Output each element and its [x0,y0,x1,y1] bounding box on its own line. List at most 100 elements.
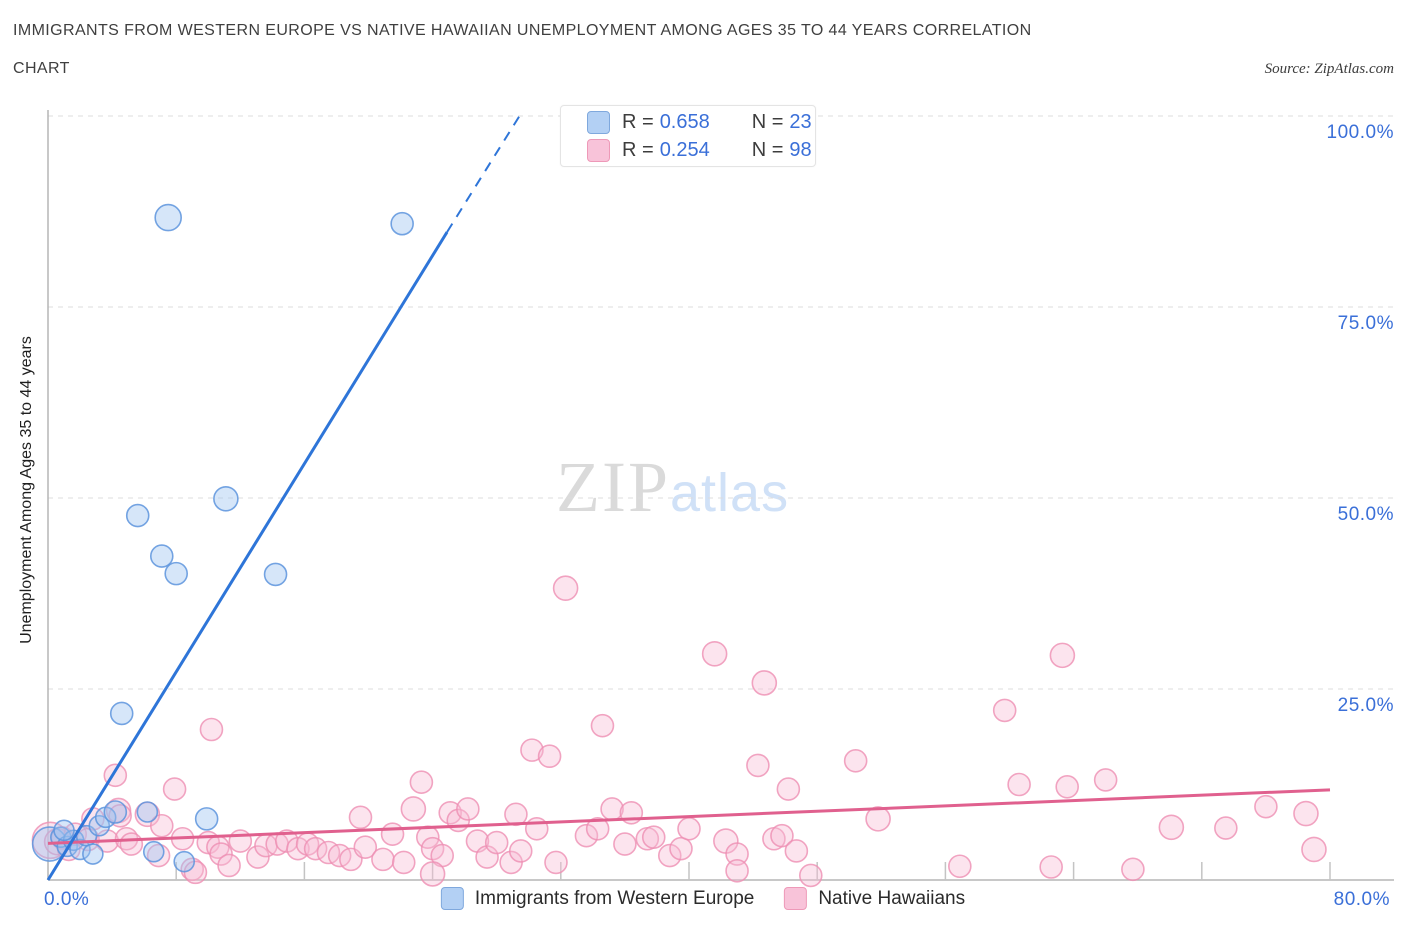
legend-swatch-blue [440,887,464,910]
scatter-point-native-hawaiians [544,850,568,875]
y-tick-label-50: 50.0% [1337,504,1394,525]
scatter-point-native-hawaiians [199,717,224,742]
scatter-point-native-hawaiians [371,847,395,872]
scatter-point-native-hawaiians [391,850,416,875]
scatter-point-native-hawaiians [585,817,610,841]
scatter-point-native-hawaiians [948,854,972,879]
scatter-point-native-hawaiians [537,744,562,769]
scatter-point-immigrants-western-europe [103,800,128,824]
trendline-immigrants-solid [46,231,449,881]
scatter-point-native-hawaiians [574,823,599,848]
scatter-point-native-hawaiians [669,836,693,861]
scatter-point-native-hawaiians [119,832,144,856]
blue-series-swatch [587,110,610,134]
scatter-point-native-hawaiians [613,832,637,856]
legend-item-native-hawaiians: Native Hawaiians [784,887,965,910]
stats-row-immigrants: R = 0.658 N = 23 [561,109,815,135]
scatter-point-native-hawaiians [1301,836,1327,863]
trendline-immigrants-dashed-extension [446,110,524,233]
scatter-point-native-hawaiians [520,738,544,762]
scatter-point-native-hawaiians [552,575,579,601]
stats-row-native-hawaiians: R = 0.254 N = 98 [561,137,815,163]
scatter-point-native-hawaiians [641,825,666,850]
scatter-point-native-hawaiians [600,797,624,821]
scatter-point-native-hawaiians [456,797,480,821]
scatter-point-native-hawaiians [149,813,174,838]
scatter-point-immigrants-western-europe [154,203,182,232]
scatter-point-immigrants-western-europe [213,485,239,512]
scatter-point-immigrants-western-europe [263,562,288,587]
chart-legend: Immigrants from Western Europe Native Ha… [440,887,965,910]
scatter-point-native-hawaiians [770,823,794,848]
legend-label-native-hawaiians: Native Hawaiians [818,887,966,909]
source-credit: Source: ZipAtlas.com [1264,61,1394,77]
scatter-point-immigrants-western-europe [82,843,104,865]
scatter-point-immigrants-western-europe [149,544,174,568]
x-tick-label-0: 0.0% [44,889,90,910]
scatter-point-native-hawaiians [677,817,701,841]
scatter-point-native-hawaiians [353,835,378,859]
scatter-point-native-hawaiians [484,830,509,855]
scatter-point-native-hawaiians [508,839,533,863]
scatter-point-immigrants-western-europe [194,807,219,831]
scatter-point-immigrants-western-europe [109,701,134,726]
chart-title-line2: CHART [13,60,70,77]
scatter-point-native-hawaiians [217,853,241,878]
scatter-point-native-hawaiians [380,822,405,846]
r-value: 0.658 [659,110,710,133]
scatter-point-native-hawaiians [843,749,868,773]
scatter-point-native-hawaiians [725,842,749,866]
trendline-native-hawaiians [47,788,1331,845]
scatter-point-native-hawaiians [1293,800,1319,827]
scatter-point-native-hawaiians [1214,816,1238,840]
correlation-stats-box: R = 0.658 N = 23 R = 0.254 N = 98 [560,105,816,167]
scatter-point-native-hawaiians [228,829,253,853]
scatter-point-native-hawaiians [1254,794,1278,819]
scatter-point-immigrants-western-europe [142,840,165,863]
scatter-point-native-hawaiians [400,796,427,822]
n-label: N = [751,110,784,133]
r-label: R = [622,110,654,133]
scatter-point-immigrants-western-europe [164,561,188,586]
scatter-point-native-hawaiians [1121,857,1145,882]
scatter-point-immigrants-western-europe [390,211,414,236]
scatter-point-native-hawaiians [409,770,434,795]
scatter-point-native-hawaiians [751,670,778,696]
x-tick-label-80: 80.0% [1333,889,1390,910]
scatter-point-native-hawaiians [1158,814,1185,841]
scatter-point-immigrants-western-europe [53,819,75,842]
chart-title-line1: IMMIGRANTS FROM WESTERN EUROPE VS NATIVE… [13,22,1032,39]
r-label: R = [622,138,654,161]
legend-swatch-pink [784,887,808,910]
scatter-point-native-hawaiians [657,843,682,868]
n-value: 98 [789,138,812,161]
scatter-point-native-hawaiians [1093,768,1118,792]
n-label: N = [751,138,784,161]
scatter-point-native-hawaiians [701,641,728,667]
scatter-point-native-hawaiians [784,839,809,863]
legend-label-immigrants: Immigrants from Western Europe [474,887,755,909]
scatter-point-immigrants-western-europe [69,838,91,861]
scatter-point-native-hawaiians [209,842,233,866]
y-tick-label-100: 100.0% [1326,122,1394,143]
y-tick-label-25: 25.0% [1337,695,1394,716]
r-value: 0.254 [659,138,710,161]
scatter-point-native-hawaiians [992,698,1017,723]
scatter-point-native-hawaiians [865,806,891,832]
scatter-point-native-hawaiians [1039,855,1063,879]
scatter-point-native-hawaiians [746,753,770,778]
n-value: 23 [789,110,812,133]
scatter-point-native-hawaiians [524,817,549,841]
scatter-point-native-hawaiians [303,836,328,861]
scatter-point-native-hawaiians [1049,642,1076,669]
scatter-point-native-hawaiians [798,863,823,888]
scatter-point-native-hawaiians [590,713,615,738]
scatter-point-native-hawaiians [776,777,801,801]
scatter-point-native-hawaiians [1055,774,1079,799]
pink-series-swatch [587,138,610,162]
scatter-point-native-hawaiians [162,777,187,801]
scatter-point-immigrants-western-europe [136,801,159,823]
scatter-point-native-hawaiians [419,861,446,887]
